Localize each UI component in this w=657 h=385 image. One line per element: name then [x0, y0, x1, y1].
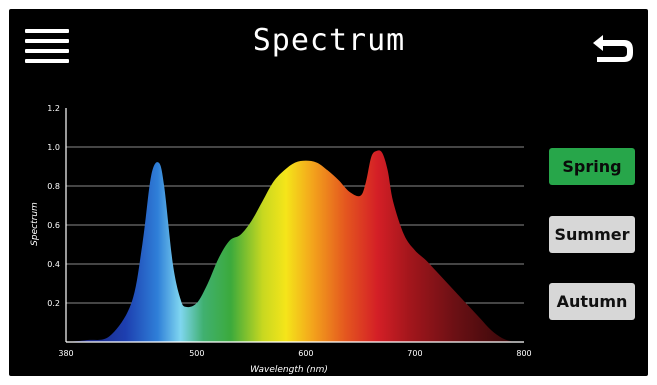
x-tick-labels: 380 500 600 700 800: [58, 349, 531, 358]
season-button-autumn[interactable]: Autumn: [549, 283, 635, 320]
menu-bar-bottom: [25, 59, 69, 63]
y-tick-label: 1.2: [47, 104, 60, 113]
y-axis-label: Spectrum: [30, 202, 40, 246]
y-tick-label: 1.0: [47, 143, 60, 152]
x-tick-label: 500: [189, 349, 204, 358]
menu-bar-3: [25, 49, 69, 53]
axes: [65, 108, 524, 343]
season-button-summer[interactable]: Summer: [549, 216, 635, 253]
x-tick-label: 380: [58, 349, 73, 358]
y-tick-labels: 0.2 0.4 0.6 0.8 1.0 1.2: [47, 104, 60, 308]
menu-bar-top: [25, 29, 69, 33]
device-screen: Spectrum 0.2 0.4: [9, 9, 648, 376]
hamburger-menu-icon[interactable]: [25, 29, 69, 63]
x-tick-label: 600: [298, 349, 313, 358]
y-tick-label: 0.4: [47, 260, 60, 269]
x-axis-label: Wavelength (nm): [250, 365, 328, 374]
spectrum-chart: 0.2 0.4 0.6 0.8 1.0 1.2 380 500 600 700 800 Spect…: [30, 104, 532, 374]
page-title: Spectrum: [252, 23, 406, 58]
season-button-spring[interactable]: Spring: [549, 148, 635, 185]
x-tick-label: 800: [516, 349, 531, 358]
back-arrow-icon[interactable]: [589, 31, 635, 63]
y-tick-label: 0.6: [47, 221, 60, 230]
menu-bar-2: [25, 39, 69, 43]
y-tick-label: 0.2: [47, 299, 60, 308]
x-tick-label: 700: [407, 349, 422, 358]
spectrum-area: [66, 150, 514, 342]
y-tick-label: 0.8: [47, 182, 60, 191]
